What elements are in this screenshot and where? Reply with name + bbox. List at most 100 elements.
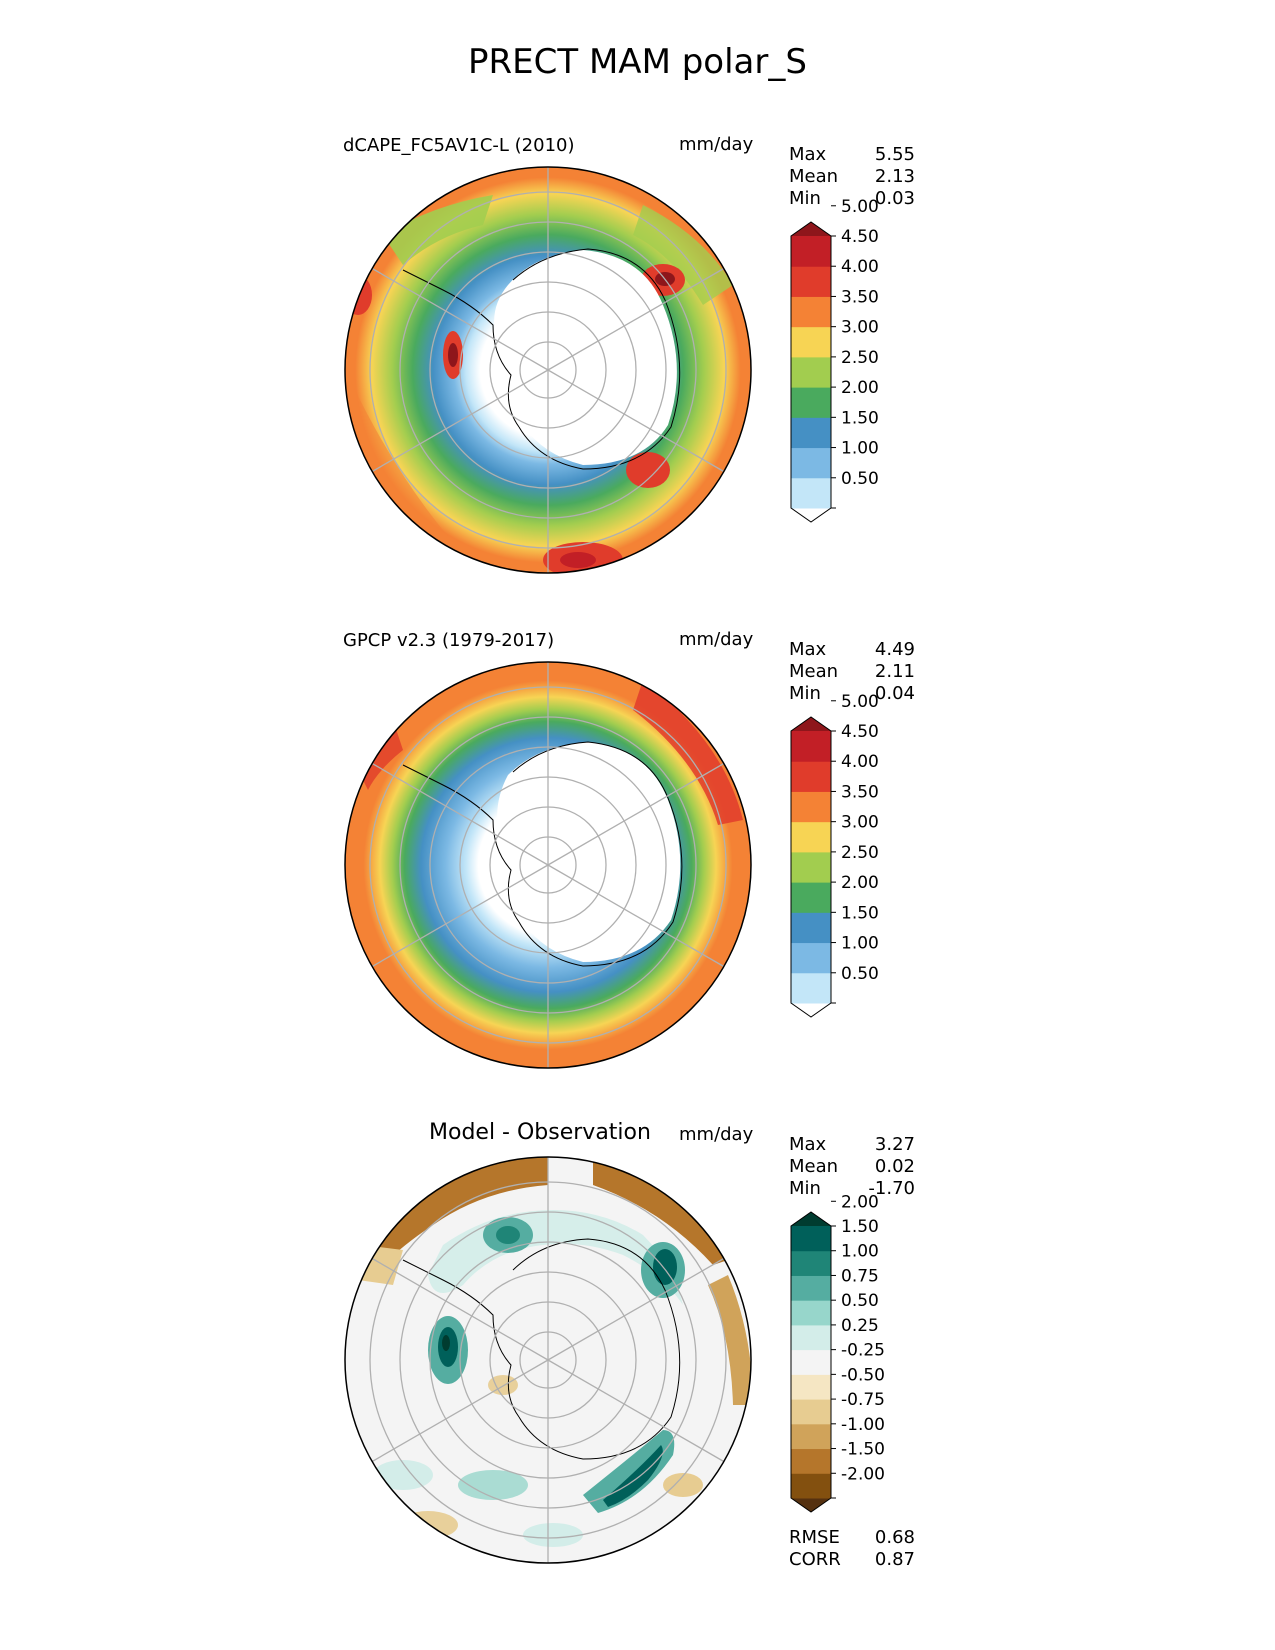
colorbar-extend-max bbox=[791, 717, 831, 731]
colorbar-segment bbox=[791, 1374, 831, 1400]
colorbar-tick-label: 4.00 bbox=[841, 257, 879, 277]
colorbar-segment bbox=[791, 356, 831, 388]
stat-label: Min bbox=[789, 1178, 821, 1199]
stat-value: 0.04 bbox=[874, 683, 915, 704]
colorbar-tick-label: 4.00 bbox=[841, 752, 879, 772]
colorbar-tick-label: 2.00 bbox=[841, 1192, 879, 1212]
colorbar-tick-label: 0.50 bbox=[841, 964, 879, 984]
colorbar-segment bbox=[791, 1250, 831, 1276]
panel2-colorbar: 0.50 1.00 1.50 2.00 2.50 3.00 3.50 4.00 4.50 5.00 bbox=[790, 692, 879, 1018]
colorbar-segment bbox=[791, 1300, 831, 1326]
negative-anomaly bbox=[403, 1157, 548, 1225]
stat-label: Max bbox=[789, 1134, 827, 1155]
colorbar-tick-label: 3.50 bbox=[841, 287, 879, 307]
stat-value: 2.13 bbox=[874, 166, 915, 187]
panel2-stats: Max 4.49 Mean 2.11 Min 0.04 bbox=[789, 639, 915, 705]
antarctica-dry-core bbox=[497, 742, 681, 962]
colorbar-tick-label: 2.00 bbox=[841, 378, 879, 398]
colorbar-tick-label: 1.00 bbox=[841, 1242, 879, 1262]
colorbar-extend-min bbox=[791, 1498, 831, 1512]
antarctica-dry-core bbox=[494, 250, 677, 465]
colorbar-segment bbox=[791, 1324, 831, 1351]
colorbar-tick-label: 0.75 bbox=[841, 1266, 879, 1286]
colorbar-segment bbox=[791, 326, 831, 358]
stat-label: Mean bbox=[789, 661, 839, 682]
stat-value: 0.87 bbox=[874, 1549, 915, 1570]
colorbar-segment bbox=[791, 236, 831, 267]
colorbar-segment bbox=[791, 1473, 831, 1499]
graticule bbox=[369, 167, 727, 573]
colorbar-segment bbox=[791, 761, 831, 792]
stat-label: Mean bbox=[789, 1156, 839, 1177]
colorbar-tick-label: 5.00 bbox=[841, 197, 879, 217]
panel3-title: Model - Observation bbox=[429, 1120, 651, 1145]
stat-label: Mean bbox=[789, 166, 839, 187]
stat-label: Max bbox=[789, 639, 827, 660]
colorbar-segment bbox=[791, 912, 831, 944]
colorbar-tick-label: 2.00 bbox=[841, 873, 879, 893]
colorbar-segment bbox=[791, 447, 831, 479]
colorbar-tick-label: 1.00 bbox=[841, 439, 879, 459]
panel1-polar-map bbox=[344, 166, 752, 574]
colorbar-tick-label: 1.50 bbox=[841, 408, 879, 428]
colorbar-extend-max bbox=[791, 1212, 831, 1226]
graticule bbox=[369, 1157, 727, 1563]
colorbar-segment bbox=[791, 731, 831, 762]
colorbar-extend-max bbox=[791, 222, 831, 236]
panel2-units: mm/day bbox=[679, 629, 754, 650]
stat-label: CORR bbox=[789, 1549, 841, 1570]
colorbar-tick-label: -0.75 bbox=[841, 1390, 885, 1410]
stat-value: 5.55 bbox=[874, 144, 915, 165]
colorbar-tick-label: 1.50 bbox=[841, 1217, 879, 1237]
colorbar-extend-min bbox=[791, 508, 831, 522]
colorbar-segment bbox=[791, 972, 831, 1004]
colorbar-segment bbox=[791, 1399, 831, 1425]
colorbar-tick-label: -0.50 bbox=[841, 1365, 885, 1385]
stat-value: 0.03 bbox=[874, 188, 915, 209]
stat-label: Min bbox=[789, 683, 821, 704]
colorbar-tick-label: -1.50 bbox=[841, 1440, 885, 1460]
colorbar-segment bbox=[791, 296, 831, 328]
figure-title: PRECT MAM polar_S bbox=[468, 42, 807, 82]
colorbar-tick-label: -1.00 bbox=[841, 1415, 885, 1435]
panel2-title: GPCP v2.3 (1979-2017) bbox=[343, 630, 555, 651]
panel1-colorbar: 0.50 1.00 1.50 2.00 2.50 3.00 3.50 4.00 4.50 5.00 bbox=[790, 197, 879, 523]
stat-value: 0.02 bbox=[874, 1156, 915, 1177]
colorbar-segment bbox=[791, 942, 831, 974]
panel2-polar-map bbox=[344, 661, 752, 1069]
antarctica-coastline bbox=[512, 1238, 681, 1460]
stat-label: Max bbox=[789, 144, 827, 165]
colorbar-tick-label: 2.50 bbox=[841, 843, 879, 863]
panel1-title: dCAPE_FC5AV1C-L (2010) bbox=[343, 135, 575, 156]
stat-value: 3.27 bbox=[874, 1134, 915, 1155]
colorbar-tick-label: 3.00 bbox=[841, 813, 879, 833]
colorbar-tick-label: 4.50 bbox=[841, 227, 879, 247]
stat-value: 4.49 bbox=[874, 639, 915, 660]
colorbar-tick-label: 3.00 bbox=[841, 318, 879, 338]
panel1-stats: Max 5.55 Mean 2.13 Min 0.03 bbox=[789, 144, 915, 210]
colorbar-segment bbox=[791, 791, 831, 823]
colorbar-segment bbox=[791, 1423, 831, 1450]
stat-label: Min bbox=[789, 188, 821, 209]
stat-value: 0.68 bbox=[874, 1527, 915, 1548]
panel3-stats: Max 3.27 Mean 0.02 Min -1.70 bbox=[789, 1134, 915, 1200]
stat-label: RMSE bbox=[789, 1527, 840, 1548]
antarctica-coastline bbox=[512, 741, 683, 967]
colorbar-tick-label: 1.00 bbox=[841, 934, 879, 954]
colorbar-tick-label: 5.00 bbox=[841, 692, 879, 712]
colorbar-tick-label: -0.25 bbox=[841, 1341, 885, 1361]
colorbar-segment bbox=[791, 1226, 831, 1252]
colorbar-segment bbox=[791, 417, 831, 449]
colorbar-extend-min bbox=[791, 1003, 831, 1017]
colorbar-tick-label: 3.50 bbox=[841, 782, 879, 802]
map-boundary bbox=[344, 661, 752, 1069]
colorbar-tick-label: 0.50 bbox=[841, 1291, 879, 1311]
colorbar-tick-label: 2.50 bbox=[841, 348, 879, 368]
panel3-polar-map bbox=[344, 1156, 752, 1564]
panel3-units: mm/day bbox=[679, 1124, 754, 1145]
colorbar-segment bbox=[791, 1275, 831, 1301]
stat-value: 2.11 bbox=[874, 661, 915, 682]
colorbar-tick-label: 0.50 bbox=[841, 469, 879, 489]
colorbar-segment bbox=[791, 266, 831, 297]
panel3-error-stats: RMSE 0.68 CORR 0.87 bbox=[789, 1527, 915, 1571]
